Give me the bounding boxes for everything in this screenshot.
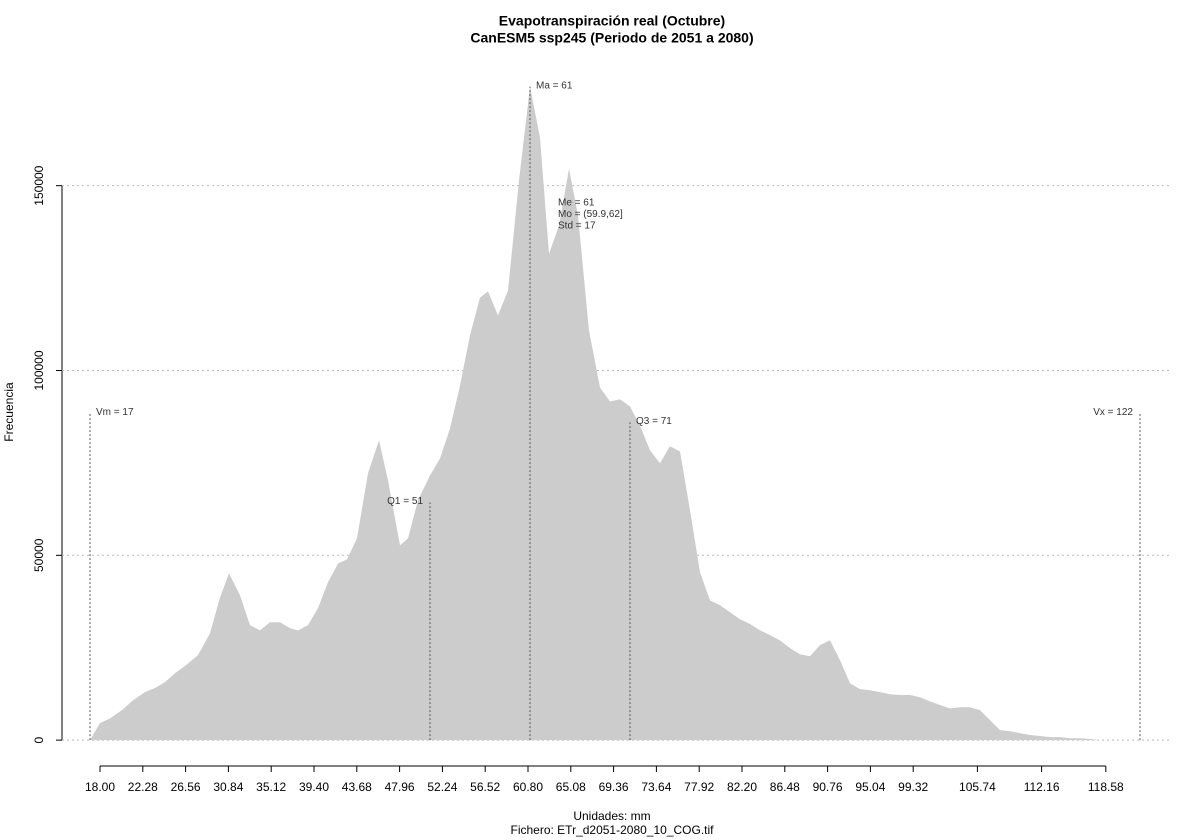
- x-tick-label: 18.00: [85, 780, 115, 794]
- x-tick-label: 52.24: [427, 780, 457, 794]
- x-tick-label: 90.76: [813, 780, 843, 794]
- annotation: Vx = 122: [1093, 407, 1133, 418]
- x-tick-label: 95.04: [855, 780, 885, 794]
- x-tick-label: 82.20: [727, 780, 757, 794]
- y-tick-label: 100000: [32, 350, 46, 390]
- x-tick-label: 47.96: [385, 780, 415, 794]
- x-tick-label: 86.48: [770, 780, 800, 794]
- y-tick-label: 150000: [32, 165, 46, 205]
- annotation: Q1 = 51: [387, 496, 423, 507]
- x-tick-label: 65.08: [556, 780, 586, 794]
- annotation: Q3 = 71: [636, 416, 672, 427]
- x-tick-label: 56.52: [470, 780, 500, 794]
- x-tick-label: 30.84: [213, 780, 243, 794]
- annotation: Ma = 61: [536, 80, 573, 91]
- x-tick-label: 112.16: [1024, 780, 1060, 794]
- stats-text: Mo = (59.9,62]: [558, 209, 623, 220]
- x-axis-label: Unidades: mm: [573, 809, 650, 823]
- x-tick-label: 60.80: [513, 780, 543, 794]
- caption: Fichero: ETr_d2051-2080_10_COG.tif: [511, 823, 715, 837]
- chart-title: Evapotranspiración real (Octubre): [499, 13, 725, 29]
- y-tick-label: 0: [32, 736, 46, 743]
- x-tick-label: 69.36: [599, 780, 629, 794]
- x-tick-label: 77.92: [684, 780, 714, 794]
- area: [90, 86, 1125, 741]
- x-tick-label: 118.58: [1088, 780, 1124, 794]
- chart-subtitle: CanESM5 ssp245 (Periodo de 2051 a 2080): [470, 30, 753, 46]
- y-tick-label: 50000: [32, 538, 46, 572]
- annotation: Vm = 17: [96, 407, 134, 418]
- x-tick-label: 39.40: [299, 780, 329, 794]
- x-tick-label: 26.56: [171, 780, 201, 794]
- x-tick-label: 22.28: [128, 780, 158, 794]
- stats-text: Me = 61: [558, 198, 595, 209]
- x-tick-label: 73.64: [641, 780, 671, 794]
- x-tick-label: 43.68: [342, 780, 372, 794]
- stats-text: Std = 17: [558, 221, 596, 232]
- x-tick-label: 105.74: [959, 780, 996, 794]
- x-tick-label: 35.12: [256, 780, 286, 794]
- y-axis-label: Frecuencia: [2, 382, 16, 442]
- x-tick-label: 99.32: [898, 780, 928, 794]
